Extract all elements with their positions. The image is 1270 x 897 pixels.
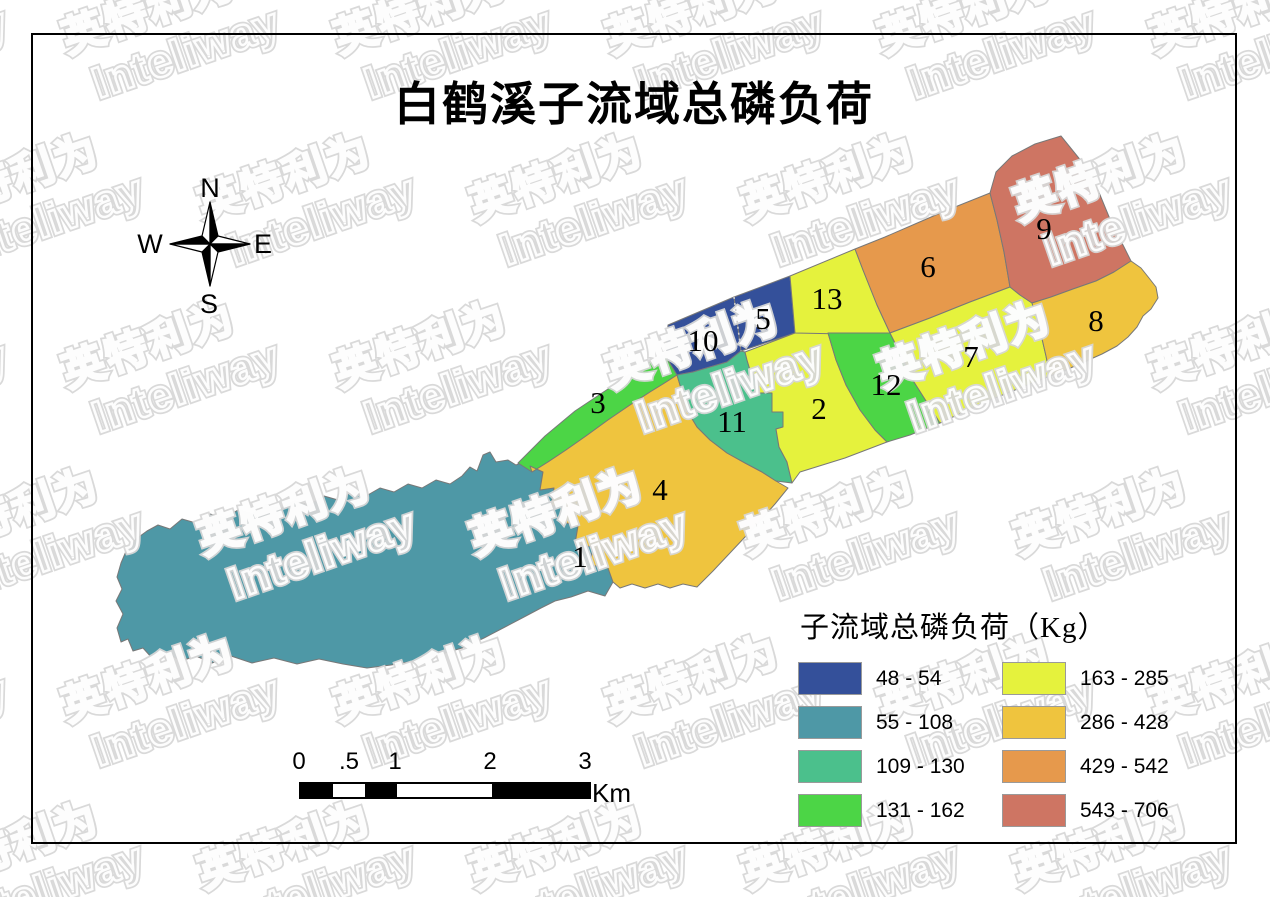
scale-bar-segment [492, 784, 589, 797]
legend-range: 429 - 542 [1080, 754, 1169, 778]
scale-tick: 0 [292, 748, 306, 775]
legend-swatch [1002, 794, 1066, 827]
scale-tick: 1 [388, 748, 402, 775]
legend-row: 163 - 285 [1002, 662, 1184, 695]
legend-row: 543 - 706 [1002, 794, 1184, 827]
scale-tick: 2 [483, 748, 497, 775]
scale-tick: 3 [578, 748, 592, 775]
legend-range: 55 - 108 [876, 710, 954, 734]
scale-bar-segment [301, 784, 333, 797]
legend-row: 286 - 428 [1002, 706, 1184, 739]
legend-range: 48 - 54 [876, 666, 942, 690]
legend-range: 109 - 130 [876, 754, 965, 778]
legend-row: 109 - 130 [798, 750, 980, 783]
legend: 子流域总磷负荷（Kg） 48 - 54 55 - 108 109 - 130 131 … [798, 604, 1184, 827]
legend-range: 543 - 706 [1080, 798, 1169, 822]
legend-title: 子流域总磷负荷（Kg） [800, 612, 1108, 644]
legend-swatch [1002, 662, 1066, 695]
legend-range: 163 - 285 [1080, 666, 1169, 690]
scale-bar-segment [365, 784, 397, 797]
legend-swatch [1002, 706, 1066, 739]
legend-row: 429 - 542 [1002, 750, 1184, 783]
scale-bar-body [299, 782, 591, 799]
map-title: 白鹤溪子流域总磷负荷 [394, 79, 874, 130]
legend-swatch [798, 662, 862, 695]
legend-row: 131 - 162 [798, 794, 980, 827]
legend-column-left: 48 - 54 55 - 108 109 - 130 131 - 162 [798, 662, 980, 827]
legend-row: 48 - 54 [798, 662, 980, 695]
region-4 [529, 374, 789, 589]
legend-swatch [798, 750, 862, 783]
legend-column-right: 163 - 285 286 - 428 429 - 542 543 - 706 [1002, 662, 1184, 827]
legend-swatch [798, 706, 862, 739]
legend-swatch [1002, 750, 1066, 783]
legend-range: 131 - 162 [876, 798, 965, 822]
legend-row: 55 - 108 [798, 706, 980, 739]
legend-swatch [798, 794, 862, 827]
region-8 [1031, 260, 1159, 377]
legend-grid: 48 - 54 55 - 108 109 - 130 131 - 162 163 - … [798, 662, 1184, 827]
scale-bar: 0 .5 1 2 3 Km [290, 748, 650, 808]
region-1 [115, 451, 614, 669]
legend-range: 286 - 428 [1080, 710, 1169, 734]
scale-unit: Km [592, 778, 631, 808]
scale-tick: .5 [338, 748, 360, 775]
